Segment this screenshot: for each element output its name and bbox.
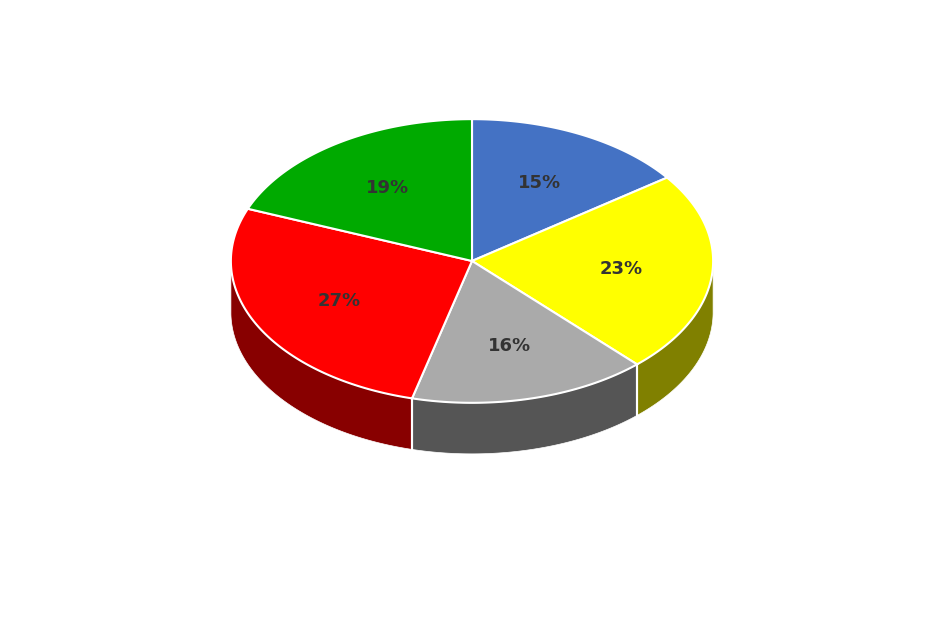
Polygon shape — [248, 119, 472, 261]
Text: 23%: 23% — [599, 260, 643, 278]
Polygon shape — [231, 209, 472, 398]
Polygon shape — [472, 178, 713, 364]
Polygon shape — [412, 364, 637, 454]
Polygon shape — [412, 261, 637, 403]
Text: 15%: 15% — [518, 173, 562, 191]
Polygon shape — [637, 263, 713, 415]
Polygon shape — [472, 119, 667, 261]
Polygon shape — [231, 264, 412, 449]
Text: 19%: 19% — [366, 179, 410, 197]
Text: 27%: 27% — [317, 292, 361, 310]
Text: 16%: 16% — [488, 337, 531, 355]
